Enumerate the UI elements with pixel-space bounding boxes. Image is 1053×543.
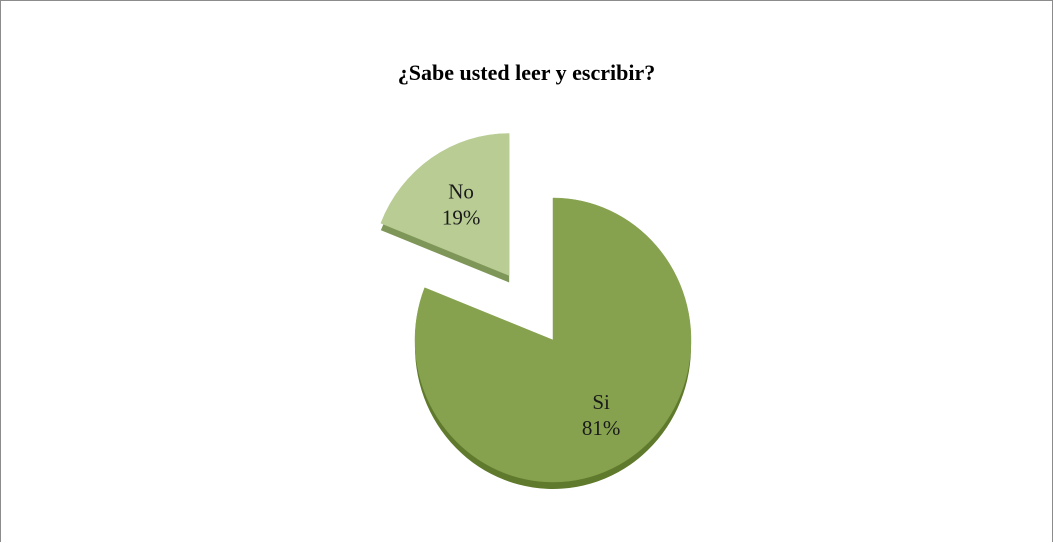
chart-title: ¿Sabe usted leer y escribir? <box>397 60 656 85</box>
pie-slice-no <box>380 133 510 276</box>
pie-label-no-percent: 19% <box>442 206 481 230</box>
pie-slice-si <box>414 197 692 483</box>
pie-label-si-category: Si <box>592 390 610 414</box>
pie-label-no-category: No <box>448 180 474 204</box>
pie-slices-layer <box>380 133 692 483</box>
pie-label-si-percent: 81% <box>582 416 621 440</box>
